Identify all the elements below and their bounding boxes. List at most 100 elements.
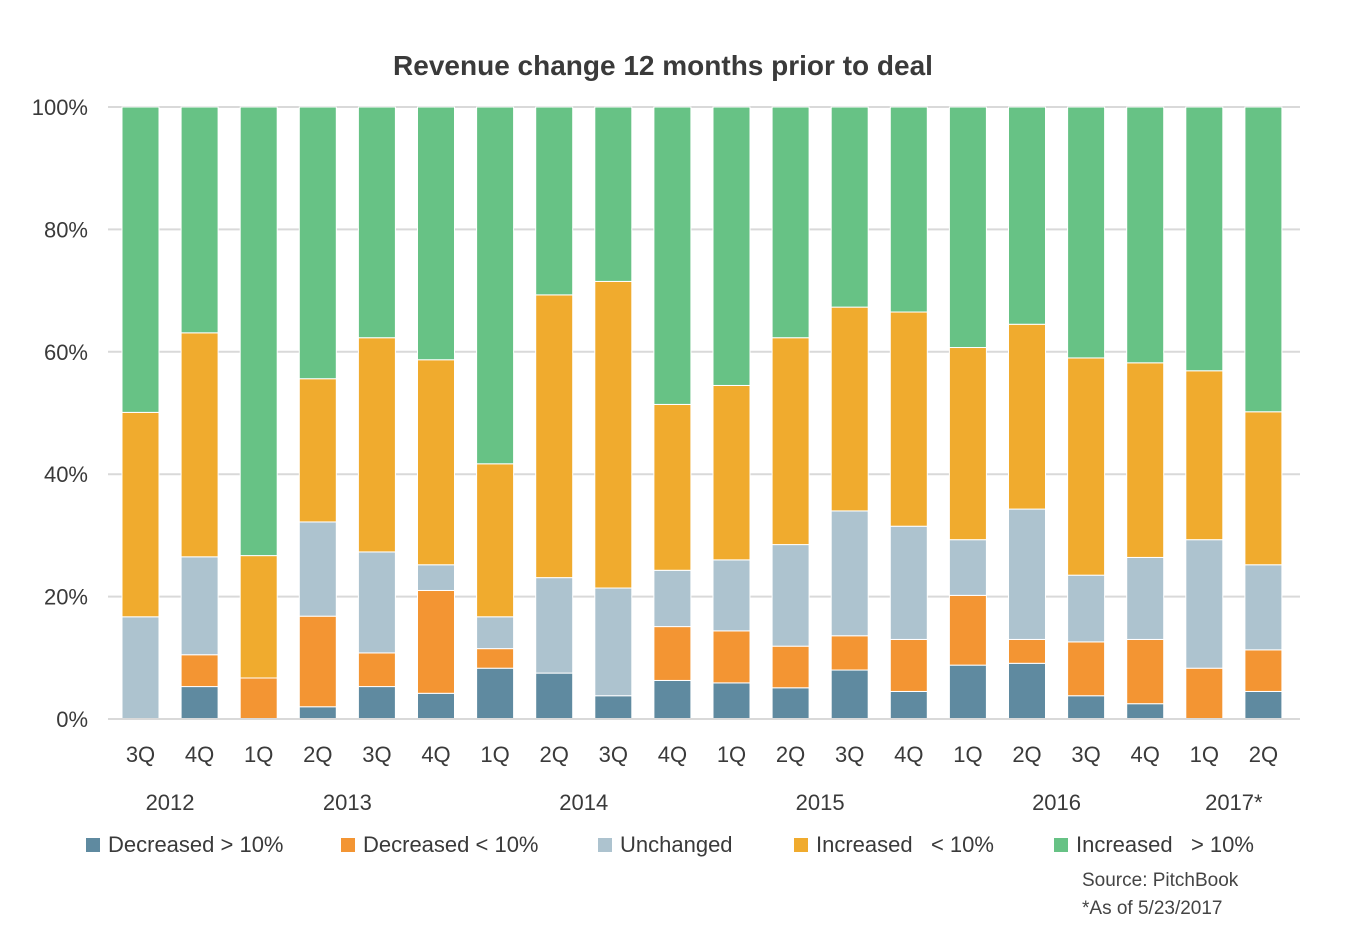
bar-segment	[712, 106, 751, 386]
bar-segment	[830, 106, 869, 308]
x-tick-label: 3Q	[599, 742, 628, 767]
x-tick-label: 3Q	[362, 742, 391, 767]
bar-segment	[1126, 556, 1165, 640]
x-tick-label: 2Q	[540, 742, 569, 767]
bar-segment	[948, 664, 987, 720]
bar-segment	[948, 347, 987, 541]
x-tick-label: 2Q	[1249, 742, 1278, 767]
x-tick-label: 4Q	[658, 742, 687, 767]
legend-label: Unchanged	[620, 832, 733, 857]
x-tick-label: 4Q	[185, 742, 214, 767]
bar-segment	[712, 630, 751, 684]
bar-segment	[830, 510, 869, 637]
bar-segment	[771, 544, 810, 647]
x-tick-label: 2Q	[776, 742, 805, 767]
bar-segment	[417, 106, 455, 361]
year-label: 2016	[1032, 790, 1081, 815]
bar-segment	[298, 706, 337, 720]
legend-item-increased-over-10: Increased > 10%	[1054, 832, 1254, 858]
x-tick-label: 2Q	[1012, 742, 1041, 767]
bar-segment	[535, 672, 574, 720]
bar-segment	[298, 378, 337, 523]
legend-item-decreased-over-10: Decreased > 10%	[86, 832, 284, 858]
year-label: 2013	[323, 790, 372, 815]
bar-segment	[1185, 667, 1224, 720]
bar-segment	[121, 616, 160, 720]
bar-segment	[476, 616, 515, 650]
bar-segment	[1185, 106, 1224, 372]
bar-segment	[889, 690, 928, 720]
bar-segment	[830, 669, 869, 720]
bar-segment	[417, 589, 455, 694]
y-tick-label: 20%	[44, 585, 88, 610]
year-label: 2017*	[1205, 790, 1263, 815]
bar-segment	[357, 652, 396, 688]
bar-segment	[1067, 641, 1106, 697]
bar-segment	[1244, 649, 1283, 692]
x-tick-label: 4Q	[1131, 742, 1160, 767]
legend: Decreased > 10% Decreased < 10% Unchange…	[0, 832, 1354, 862]
legend-swatch	[86, 838, 100, 852]
legend-swatch	[794, 838, 808, 852]
x-tick-label: 1Q	[244, 742, 273, 767]
y-tick-label: 60%	[44, 340, 88, 365]
bar-segment	[889, 106, 928, 313]
bar-segment	[417, 692, 455, 720]
bar-segment	[830, 635, 869, 671]
bar-segment	[180, 332, 219, 558]
bar-segment	[121, 411, 160, 618]
stacked-bar-chart: 0% 20% 40% 60% 80% 100% 3Q 4Q 1Q 2Q 3Q 4Q 1Q 2Q 3Q 4Q 1Q…	[32, 95, 1300, 815]
bar-segment	[476, 667, 515, 720]
bar-segment	[1008, 323, 1046, 510]
legend-item-increased-under-10: Increased < 10%	[794, 832, 994, 858]
bar-segment	[357, 551, 396, 654]
bar-segment	[1126, 106, 1165, 364]
bar-segment	[1008, 106, 1046, 325]
y-tick-label: 80%	[44, 217, 88, 242]
bar-segment	[594, 280, 633, 589]
bar-segment	[653, 626, 692, 681]
bar-segment	[298, 521, 337, 617]
y-tick-label: 100%	[32, 95, 88, 120]
bar-segment	[180, 686, 219, 720]
asof-note: *As of 5/23/2017	[1082, 898, 1223, 919]
bar-segment	[771, 106, 810, 339]
legend-item-decreased-under-10: Decreased < 10%	[341, 832, 539, 858]
bar-segment	[771, 687, 810, 720]
legend-swatch	[1054, 838, 1068, 852]
year-label: 2014	[559, 790, 608, 815]
x-tick-label: 1Q	[1190, 742, 1219, 767]
bar-segment	[1244, 106, 1283, 413]
bar-segment	[1067, 106, 1106, 359]
legend-label: Increased > 10%	[1076, 832, 1254, 857]
bar-segment	[1008, 508, 1046, 640]
bar-segment	[1185, 539, 1224, 669]
bar-segment	[771, 645, 810, 689]
x-tick-label: 3Q	[126, 742, 155, 767]
bar-segment	[889, 638, 928, 692]
bar-segment	[535, 577, 574, 674]
x-tick-label: 1Q	[717, 742, 746, 767]
bar-segment	[653, 679, 692, 720]
x-tick-label: 4Q	[894, 742, 923, 767]
x-tick-label: 1Q	[953, 742, 982, 767]
bar-segment	[180, 654, 219, 688]
bar-segment	[1244, 690, 1283, 720]
bar-segment	[476, 106, 515, 465]
bar-segment	[417, 564, 455, 591]
bar-segment	[948, 539, 987, 596]
bar-segment	[357, 337, 396, 553]
bar-segment	[712, 682, 751, 720]
bar-segment	[239, 555, 278, 679]
legend-label: Increased < 10%	[816, 832, 994, 857]
bar-segment	[653, 106, 692, 405]
year-label: 2012	[146, 790, 195, 815]
bar-segment	[180, 106, 219, 334]
bar-segment	[476, 648, 515, 669]
bar-segment	[830, 306, 869, 512]
bar-segment	[417, 359, 455, 566]
bar-segment	[239, 106, 278, 557]
legend-swatch	[598, 838, 612, 852]
bar-segment	[1126, 703, 1165, 720]
source-note: Source: PitchBook	[1082, 870, 1239, 891]
